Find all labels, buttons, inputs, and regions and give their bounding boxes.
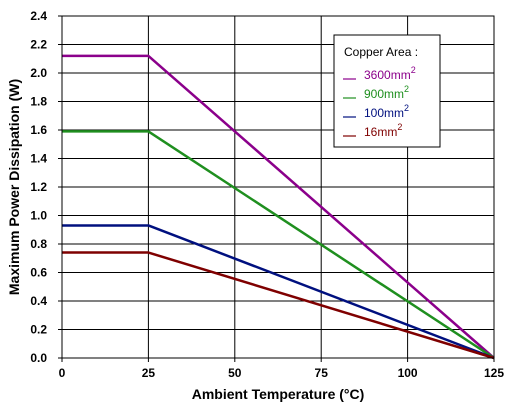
grid-lines [62, 16, 494, 358]
series-line-100mm2 [62, 224, 495, 360]
legend-entry: 100mm2 [364, 103, 409, 120]
x-axis-title: Ambient Temperature (°C) [192, 386, 365, 402]
legend-entry-label: 900mm [364, 87, 404, 101]
x-tick-label: 125 [484, 366, 504, 380]
x-tick-label: 0 [59, 366, 66, 380]
y-tick-label: 0.6 [30, 266, 47, 280]
legend-entry-label: 100mm [364, 106, 404, 120]
axis-ticks: 0 25 50 75 100 125 0.0 0.2 0.4 0.6 0.8 1.0 1.2 1.4 1.6… [30, 9, 504, 380]
series-line-16mm2 [62, 251, 495, 360]
y-tick-label: 1.8 [30, 95, 47, 109]
series-line-900mm2 [62, 130, 495, 360]
legend-entry: 900mm2 [364, 84, 409, 101]
y-tick-label: 0.2 [30, 323, 47, 337]
legend-entry-superscript: 2 [404, 84, 409, 94]
y-tick-label: 0.0 [30, 351, 47, 365]
x-tick-label: 75 [315, 366, 329, 380]
y-axis-title: Maximum Power Dissipation (W) [6, 79, 22, 295]
legend-entry-superscript: 2 [411, 65, 416, 75]
y-tick-label: 2.0 [30, 66, 47, 80]
legend-entry: 3600mm2 [364, 65, 416, 82]
y-tick-label: 2.4 [30, 9, 47, 23]
x-tick-label: 25 [142, 366, 156, 380]
legend-entry-label: 3600mm [364, 68, 411, 82]
x-tick-label: 100 [398, 366, 418, 380]
legend-entry-superscript: 2 [404, 103, 409, 113]
legend-entry-label: 16mm [364, 125, 397, 139]
legend-box [333, 34, 441, 148]
legend-entry: 16mm2 [364, 122, 402, 139]
y-tick-label: 1.0 [30, 209, 47, 223]
series-lines [62, 54, 495, 360]
y-tick-label: 0.4 [30, 294, 47, 308]
x-tick-label: 50 [228, 366, 242, 380]
legend-title: Copper Area : [344, 45, 418, 59]
y-tick-label: 2.2 [30, 38, 47, 52]
series-line-3600mm2 [62, 54, 495, 359]
legend-entry-superscript: 2 [397, 122, 402, 132]
y-tick-label: 1.4 [30, 152, 47, 166]
y-tick-label: 0.8 [30, 237, 47, 251]
y-tick-label: 1.6 [30, 123, 47, 137]
y-tick-label: 1.2 [30, 180, 47, 194]
